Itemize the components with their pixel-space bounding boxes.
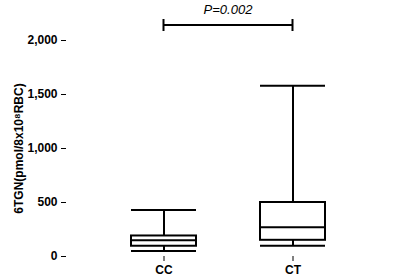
svg-text:P=0.002: P=0.002 <box>204 2 254 17</box>
svg-text:500: 500 <box>37 195 57 209</box>
svg-text:2,000: 2,000 <box>27 33 57 47</box>
svg-text:0: 0 <box>51 249 58 263</box>
svg-text:1,500: 1,500 <box>27 87 57 101</box>
svg-text:1,000: 1,000 <box>27 141 57 155</box>
svg-text:CC: CC <box>155 263 173 277</box>
svg-text:CT: CT <box>285 263 302 277</box>
svg-text:6TGN(pmol/8x10⁸RBC): 6TGN(pmol/8x10⁸RBC) <box>12 83 26 213</box>
